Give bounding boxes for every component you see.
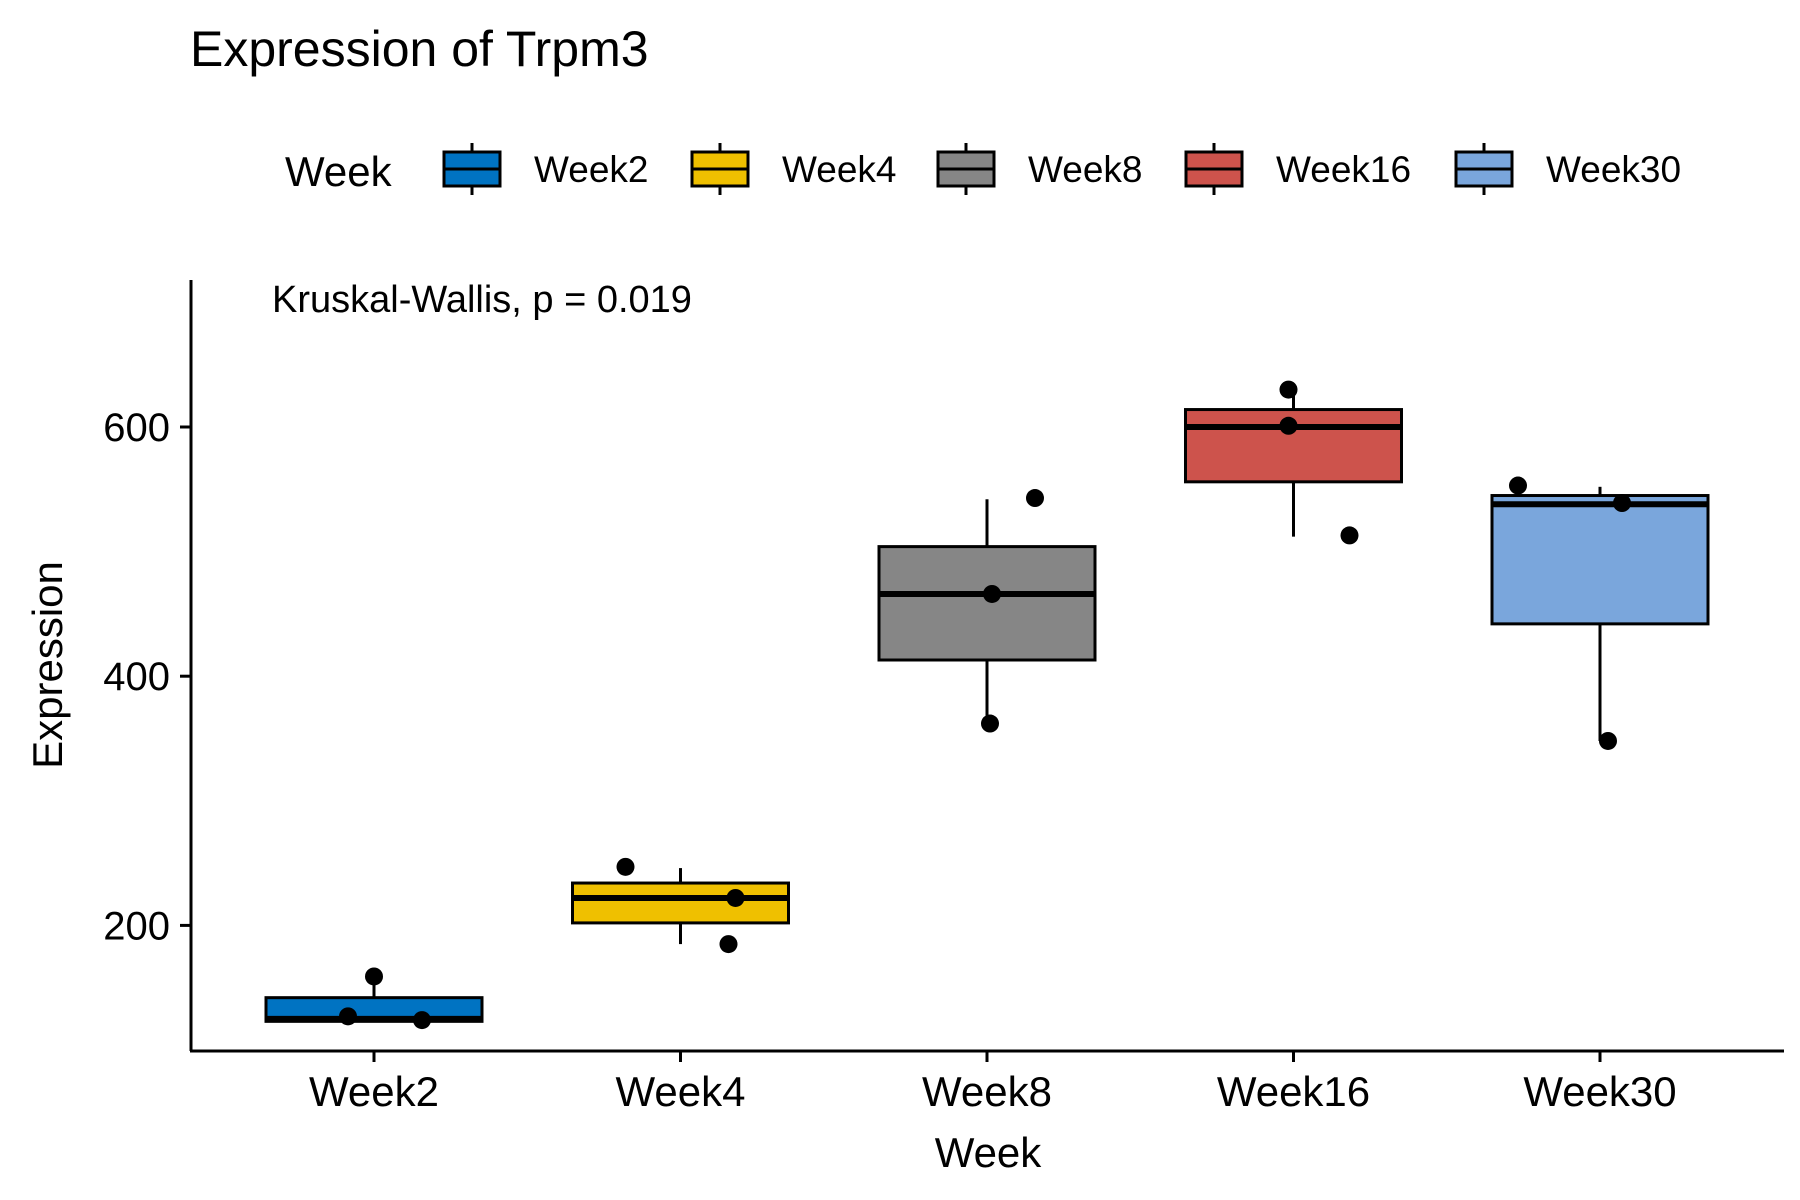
chart-title: Expression of Trpm3 [190,21,649,77]
box-iqr [1490,494,1710,626]
box-week16 [1184,380,1403,545]
legend-item-week16: Week16 [1184,143,1411,195]
y-tick-label: 600 [103,406,170,450]
x-axis-label: Week [935,1129,1043,1176]
box-iqr [877,545,1097,662]
data-point [1613,494,1631,513]
data-point [413,1011,431,1030]
data-point [1279,380,1298,399]
x-tick-label: Week16 [1217,1068,1370,1115]
y-tick-label: 200 [103,904,170,948]
y-tick-label: 400 [103,655,170,699]
box-week30 [1490,476,1710,750]
box-week8 [877,489,1097,733]
legend: Week Week2 Week4 Week8 Week16 Week30 [285,143,1681,195]
data-point [1026,489,1044,508]
x-tick-label: Week2 [309,1068,439,1115]
legend-item-week8: Week8 [936,143,1143,195]
legend-label: Week4 [782,149,897,190]
plot-area [264,380,1710,1030]
test-annotation: Kruskal-Wallis, p = 0.019 [272,279,692,321]
data-point [719,935,738,954]
x-tick-label: Week8 [922,1068,1052,1115]
box-week2 [264,967,484,1030]
data-point [1599,731,1617,750]
x-axis-ticks: Week2 Week4 Week8 Week16 Week30 [309,1051,1677,1115]
data-point [726,888,745,907]
data-point [981,714,999,733]
y-axis-ticks: 200 400 600 [103,406,191,948]
data-point [983,584,1001,603]
data-point [339,1007,357,1026]
data-point [1509,476,1527,495]
legend-label: Week2 [534,149,649,190]
data-point [616,857,635,876]
y-axis-label: Expression [24,561,71,769]
data-point [1340,526,1359,545]
legend-label: Week30 [1546,149,1681,190]
legend-item-week2: Week2 [442,143,649,195]
x-tick-label: Week30 [1523,1068,1676,1115]
x-tick-label: Week4 [616,1068,746,1115]
data-point [365,967,383,986]
legend-label: Week8 [1028,149,1143,190]
data-point [1279,416,1298,435]
box-week4 [571,857,790,954]
legend-title: Week [285,148,393,195]
box-iqr [571,881,790,925]
legend-label: Week16 [1276,149,1411,190]
legend-item-week30: Week30 [1454,143,1681,195]
legend-item-week4: Week4 [690,143,897,195]
